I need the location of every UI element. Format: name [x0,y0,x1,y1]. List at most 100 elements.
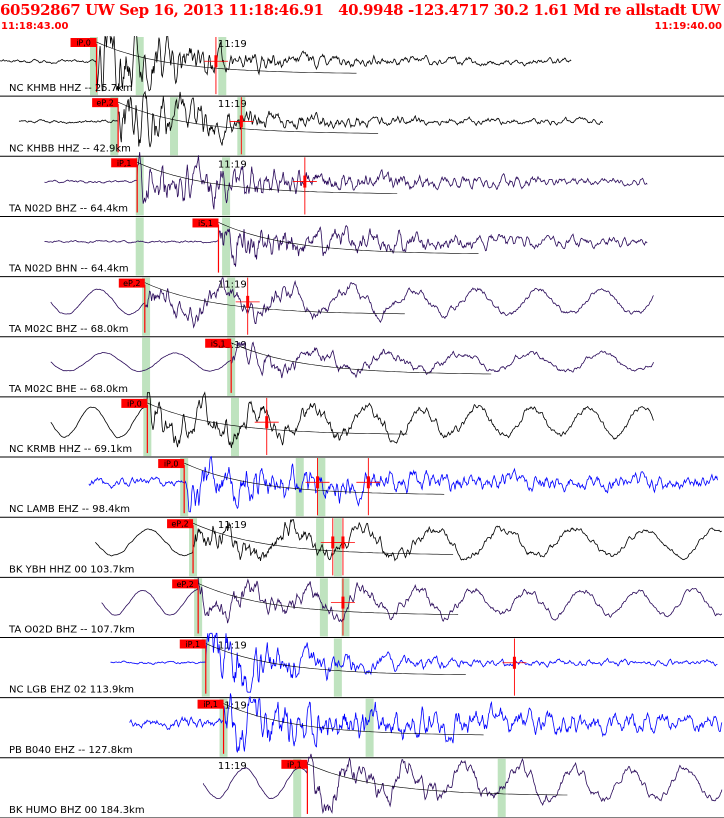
minute-tick-label: 11:19 [218,761,247,772]
station-label: NC KHMB HHZ -- 25.7km [9,83,133,94]
pick-label: iP,1 [117,159,132,168]
phase-marker [135,37,144,96]
waveform [50,341,654,379]
coda-curve [231,342,492,375]
pick-flag[interactable] [92,98,119,108]
minute-tick-label: 11:19 [218,701,247,712]
coda-curve [218,222,479,254]
trace-row[interactable]: 11:19 eP,2 BK YBH HHZ 00 103.7km [0,518,724,578]
pick-label: eP,2 [123,279,140,288]
pick-label: iS,1 [198,219,213,228]
minute-tick-label: 11:19 [218,520,247,531]
phase-marker [222,157,231,216]
waveform [129,693,723,753]
phase-marker [316,518,325,577]
coda-curve [197,583,459,615]
station-label: TA M02C BHZ -- 68.0km [8,324,128,335]
seismogram-panel[interactable]: 11:19 iP,0 NC KHMB HHZ -- 25.7km 11:19 eP,2 N… [0,36,724,818]
trace-row[interactable]: 11:19 iP,1 BK HUMO BHZ 00 184.3km [0,753,724,818]
coda-curve [117,101,379,134]
phase-marker [142,337,151,396]
waveform [44,224,648,267]
station-label: NC KRMB HHZ -- 69.1km [9,444,132,455]
trace-row[interactable]: 11:19 iP,1 NC LGB EHZ 02 113.9km [0,632,724,699]
phase-marker [110,97,119,156]
minute-tick-label: 11:19 [218,159,247,170]
waveform [18,90,604,148]
pick-label: iP,1 [287,760,302,769]
trace-row[interactable]: iP,0 NC LAMB EHZ -- 98.4km [0,456,724,518]
pick-flag[interactable] [192,218,219,228]
trace-row[interactable]: 11:19 iP,0 NC KHMB HHZ -- 25.7km [0,36,724,97]
station-label: TA O02D BHZ -- 107.7km [8,625,135,636]
waveform [88,456,718,513]
pick-flag[interactable] [121,398,148,408]
phase-marker [333,518,342,577]
waveform [0,36,572,92]
pick-flag[interactable] [158,459,185,469]
pick-flag[interactable] [118,278,145,288]
trace-row[interactable]: iP,0 NC KRMB HHZ -- 69.1km [0,391,724,458]
coda-curve [144,282,405,315]
coda-curve [192,522,454,555]
minute-tick-label: 11:19 [218,39,247,50]
phase-marker [317,458,326,517]
pick-flag[interactable] [167,519,194,529]
station-label: TA N02D BHZ -- 64.4km [8,203,128,214]
pick-label: eP,2 [96,99,113,108]
trace-row[interactable]: 11:19 eP,2 NC KHBB HHZ -- 42.9km [0,90,724,157]
window-start-time: 11:18:43.00 [1,21,69,32]
pick-flag[interactable] [111,158,138,168]
coda-curve [137,162,398,194]
phase-marker [365,698,374,757]
trace-row[interactable]: iS,1 TA N02D BHN -- 64.4km [0,217,724,278]
pick-flag[interactable] [172,579,199,589]
window-end-time: 11:19:40.00 [654,21,722,32]
station-label: PB B040 EHZ -- 127.8km [9,745,133,756]
pick-label: eP,2 [171,520,188,529]
station-label: TA N02D BHN -- 64.4km [8,264,129,275]
coda-curve [205,643,466,675]
waveform [44,152,648,210]
phase-marker [135,217,144,276]
phase-marker [218,37,227,96]
event-title: 60592867 UW Sep 16, 2013 11:18:46.91 40.… [0,1,724,19]
waveform [202,753,723,814]
coda-curve [96,41,357,74]
pick-flag[interactable] [281,759,308,769]
pick-flag[interactable] [70,38,97,47]
waveform [50,391,654,448]
phase-marker [341,578,350,637]
pick-label: eP,2 [176,580,193,589]
phase-marker [295,458,304,517]
minute-tick-label: 11:19 [218,641,247,652]
pick-label: iP,0 [164,460,179,469]
waveform [95,518,722,562]
station-label: BK YBH HHZ 00 103.7km [9,564,134,575]
phase-marker [333,638,342,697]
phase-marker [497,758,506,817]
minute-tick-label: 11:19 [218,340,247,351]
coda-curve [307,763,568,796]
trace-row[interactable]: 11:19 iP,1 TA N02D BHZ -- 64.4km [0,152,724,217]
phase-marker [230,397,239,457]
coda-curve [147,402,408,435]
minute-tick-label: 11:19 [218,99,247,110]
pick-flag[interactable] [197,699,224,709]
pick-label: iP,0 [76,39,91,48]
phase-marker [222,217,231,276]
station-label: NC KHBB HHZ -- 42.9km [9,143,131,154]
minute-tick-label: 11:19 [218,280,247,291]
coda-curve [223,703,484,736]
trace-row[interactable]: 11:19 eP,2 TA M02C BHZ -- 68.0km [0,277,724,338]
waveform [110,632,718,693]
pick-flag[interactable] [205,338,232,348]
phase-marker [170,97,179,156]
pick-label: iS,1 [211,339,226,348]
pick-flag[interactable] [179,639,206,649]
trace-row[interactable]: eP,2 TA O02D BHZ -- 107.7km [0,577,724,638]
phase-marker [293,758,302,817]
phase-marker [89,37,98,96]
